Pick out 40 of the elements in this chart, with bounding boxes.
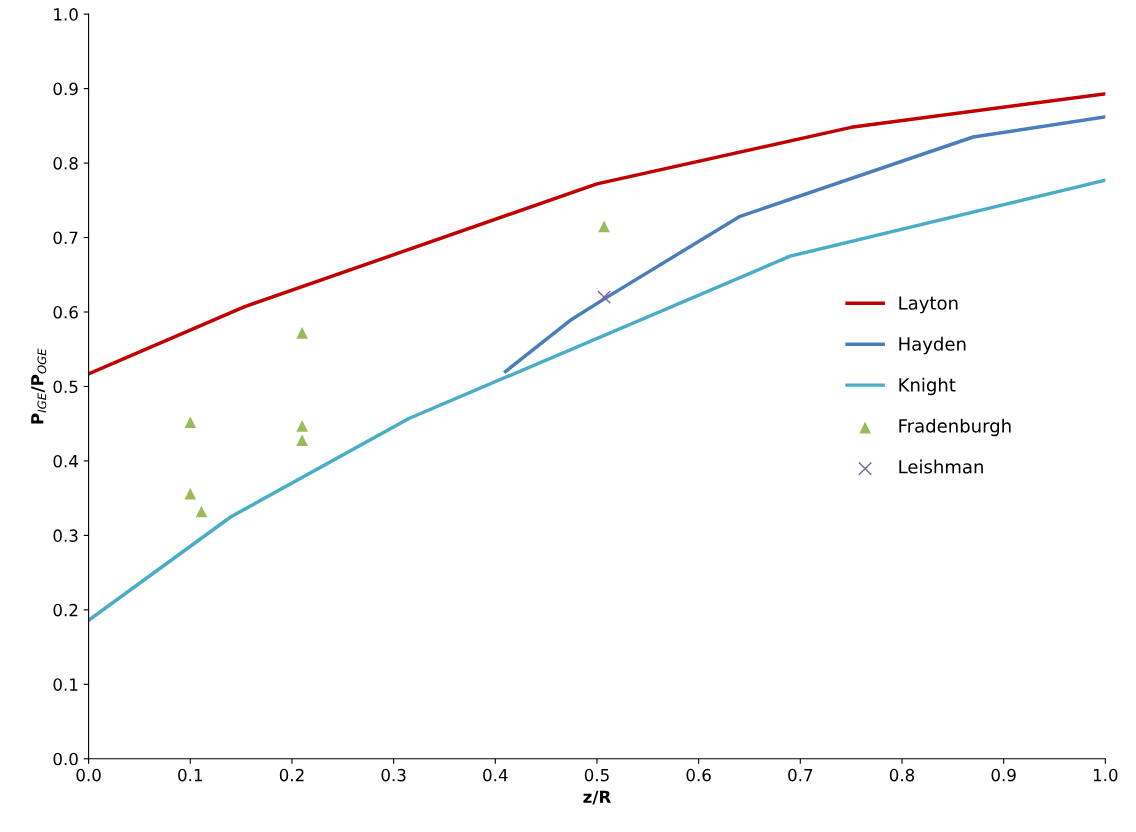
x-tick-label: 0.1 — [178, 768, 202, 782]
legend-label: Knight — [899, 377, 956, 396]
y-axis-title: P$_{IGE}$/P$_{OGE}$ — [31, 348, 47, 424]
y-tick-label: 0.3 — [53, 529, 78, 542]
x-tick-label: 0.9 — [991, 768, 1016, 782]
point — [195, 505, 208, 518]
line-series — [503, 115, 1106, 374]
point — [184, 487, 197, 500]
x-tick-label: 0.2 — [279, 768, 304, 782]
point — [296, 434, 308, 446]
x-tick-label: 0.6 — [686, 768, 711, 782]
x-tick-label: 0.7 — [788, 768, 813, 782]
y-tick-label: 1.0 — [54, 8, 78, 21]
legend-label: Hayden — [899, 336, 966, 355]
legend-label: Layton — [899, 296, 958, 314]
x-tick-label: 0.3 — [381, 768, 406, 782]
y-tick-label: 0.5 — [53, 380, 78, 394]
y-tick-label: 0.2 — [53, 603, 78, 617]
point — [296, 327, 308, 339]
y-tick-label: 0.1 — [53, 678, 78, 691]
y-tick-label: 0.8 — [53, 157, 78, 170]
x-tick-label: 1.0 — [1093, 768, 1118, 782]
y-tick-label: 0.6 — [53, 305, 78, 319]
y-tick-label: 0.9 — [53, 82, 78, 96]
x-axis-title: z/R — [583, 790, 611, 805]
y-tick-label: 0.7 — [53, 231, 78, 245]
y-tick-label: 0.0 — [53, 752, 78, 766]
line-series — [88, 178, 1106, 623]
legend-label: Fradenburgh — [899, 418, 1011, 437]
x-tick-label: 0.4 — [483, 768, 508, 782]
line-series — [88, 92, 1106, 376]
point — [598, 220, 610, 233]
point — [296, 420, 308, 432]
y-tick-label: 0.4 — [53, 454, 78, 468]
point — [597, 290, 611, 305]
x-tick-label: 0.0 — [76, 768, 101, 782]
legend-label: Leishman — [899, 459, 983, 474]
point — [184, 416, 197, 429]
x-tick-label: 0.8 — [889, 768, 915, 782]
x-tick-label: 0.5 — [584, 768, 609, 782]
